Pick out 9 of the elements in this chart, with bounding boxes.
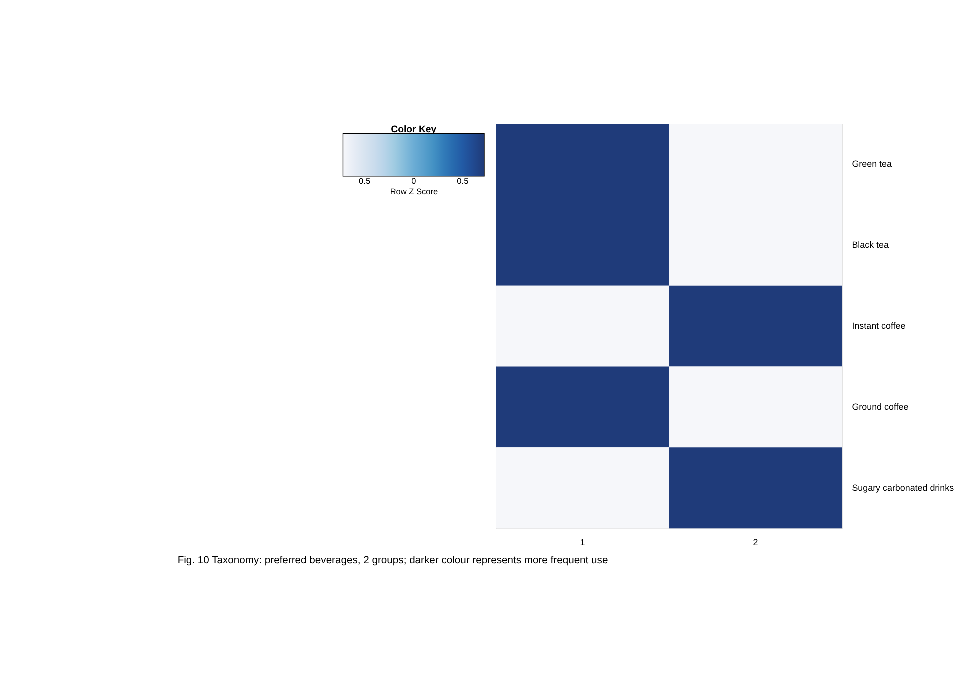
text: Color Key [391, 124, 438, 136]
y-tick-label: Instant coffee [852, 321, 906, 332]
caption: Fig. 10 Taxonomy: preferred beverages, 2 groups; darker colour represents more frequent use [178, 556, 608, 567]
x-tick-label: 2 [753, 537, 758, 548]
y-tick-label: Green tea [852, 159, 892, 170]
x-tick-label: 1 [580, 537, 586, 548]
y-tick-label: Ground coffee [852, 402, 909, 412]
y-tick-label: Black tea [852, 240, 889, 250]
y-tick-label: Sugary carbonated drinks [852, 482, 955, 493]
